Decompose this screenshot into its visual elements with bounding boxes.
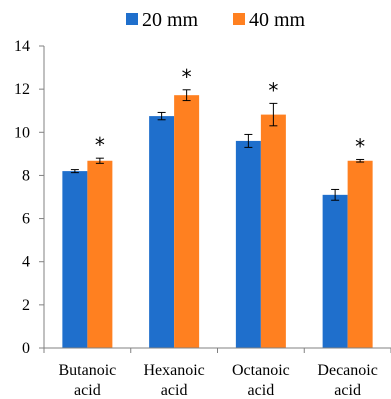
legend-label-20mm: 20 mm	[142, 9, 199, 31]
x-category-label: acid	[334, 382, 361, 399]
legend-swatch-40mm	[233, 13, 245, 25]
significance-asterisk: *	[95, 133, 105, 157]
significance-asterisk: *	[268, 78, 278, 102]
y-tick-label: 4	[22, 254, 30, 271]
y-tick-label: 2	[22, 297, 30, 314]
bar-butanoic-40-mm	[87, 160, 113, 348]
bar-decanoic-40-mm	[347, 160, 373, 348]
y-tick-label: 8	[22, 167, 30, 184]
y-tick-label: 6	[22, 211, 30, 228]
x-category-label: acid	[248, 382, 275, 399]
x-category-label: acid	[161, 382, 188, 399]
bar-octanoic-20-mm	[235, 140, 261, 348]
significance-asterisk: *	[355, 134, 365, 158]
x-category-label: Hexanoic	[143, 362, 204, 379]
x-category-label: Butanoic	[58, 362, 116, 379]
y-tick-label: 10	[14, 124, 30, 141]
x-axis-labels: Butanoic acid Hexanoic acid Octanoic acid Deca…	[43, 348, 391, 399]
y-tick-label: 12	[14, 81, 30, 98]
y-tick-label: 14	[14, 38, 30, 55]
bar-decanoic-20-mm	[322, 194, 348, 348]
y-axis-ticks: 0 2 4 6 8 10 12 14	[14, 38, 44, 357]
legend-swatch-20mm	[126, 13, 138, 25]
x-category-label: Octanoic	[232, 362, 290, 379]
legend-label-40mm: 40 mm	[249, 9, 306, 31]
bar-octanoic-40-mm	[260, 114, 286, 349]
bars	[62, 95, 373, 349]
legend: 20 mm 40 mm	[126, 9, 306, 31]
significance-asterisk: *	[182, 65, 192, 89]
x-category-label: Decanoic	[317, 362, 377, 379]
y-tick-label: 0	[22, 340, 30, 357]
bar-hexanoic-20-mm	[149, 116, 175, 348]
x-category-label: acid	[74, 382, 101, 399]
significance-marks: * * * *	[95, 65, 365, 159]
bar-butanoic-20-mm	[62, 171, 88, 348]
bar-hexanoic-40-mm	[174, 95, 200, 348]
error-bars	[70, 89, 365, 201]
